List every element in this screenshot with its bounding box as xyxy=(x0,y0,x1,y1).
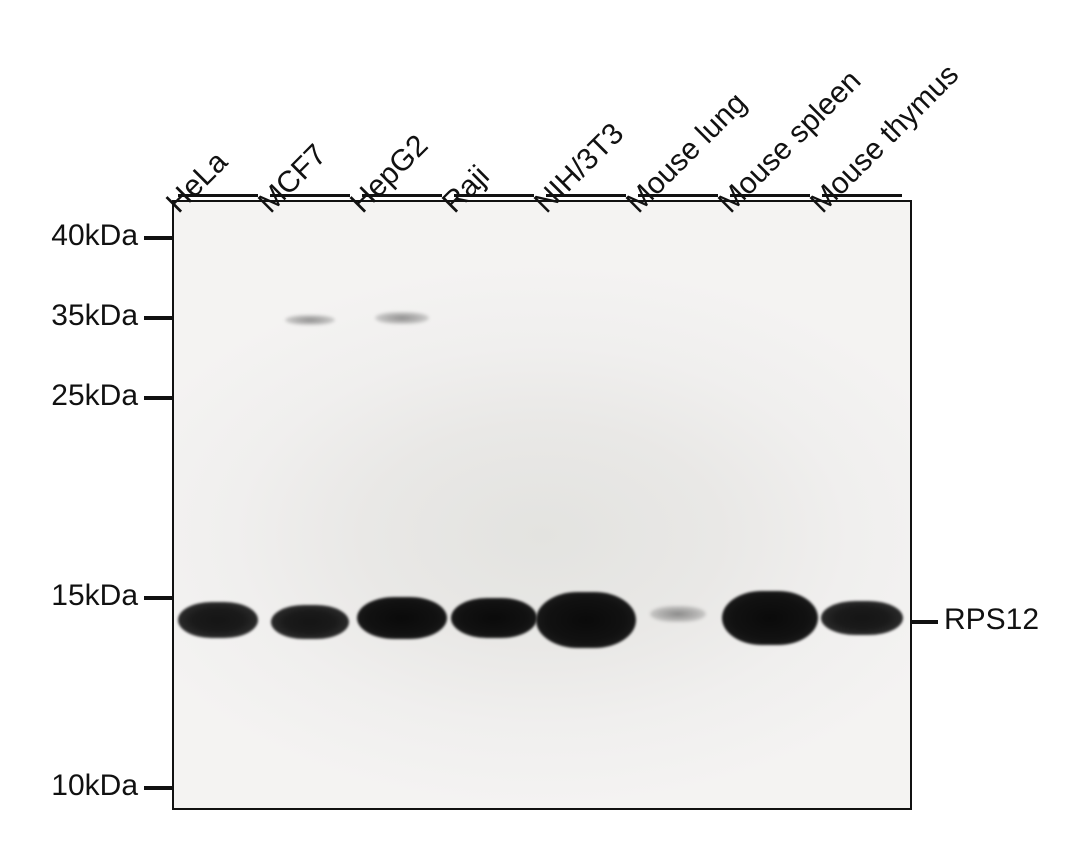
marker-label: 10kDa xyxy=(51,769,138,803)
target-tick xyxy=(912,620,938,624)
marker-label: 40kDa xyxy=(51,219,138,253)
marker-tick xyxy=(144,316,172,320)
blot-band xyxy=(821,601,903,635)
western-blot-figure: RPS12 40kDa35kDa25kDa15kDa10kDaHeLaMCF7H… xyxy=(0,0,1080,849)
marker-tick xyxy=(144,236,172,240)
marker-label: 35kDa xyxy=(51,299,138,333)
blot-band xyxy=(375,312,429,324)
marker-tick xyxy=(144,786,172,790)
blot-band xyxy=(178,602,258,638)
marker-label: 25kDa xyxy=(51,379,138,413)
blot-band xyxy=(357,597,447,639)
marker-label: 15kDa xyxy=(51,579,138,613)
marker-tick xyxy=(144,396,172,400)
marker-tick xyxy=(144,596,172,600)
blot-band xyxy=(285,315,335,325)
blot-band xyxy=(536,592,636,648)
blot-band xyxy=(650,606,706,622)
blot-band xyxy=(271,605,349,639)
blot-band xyxy=(451,598,537,638)
blot-band xyxy=(722,591,818,645)
target-label: RPS12 xyxy=(944,603,1039,637)
blot-membrane xyxy=(172,200,912,810)
blot-background xyxy=(174,202,910,808)
